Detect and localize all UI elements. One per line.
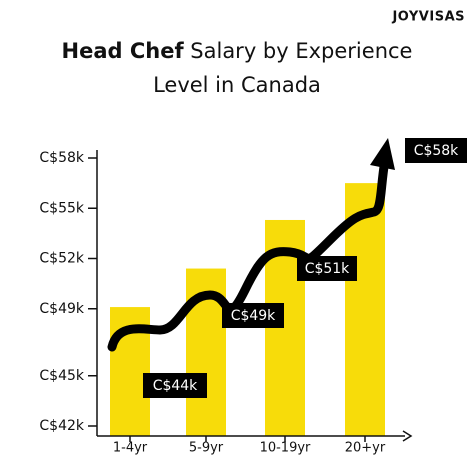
y-tick-label: C$49k — [39, 301, 84, 317]
y-tick-label: C$52k — [39, 251, 84, 267]
trend-arrow-head — [370, 138, 395, 170]
annotation-box — [143, 373, 207, 398]
trend-arrow — [107, 155, 390, 352]
annotation: C$49k — [231, 308, 276, 324]
x-axis-arrow — [402, 430, 413, 442]
annotation: C$58k — [414, 143, 459, 159]
annotation-box — [222, 303, 284, 328]
y-tick-label: C$55k — [39, 200, 84, 216]
chart-title-line2: Level in Canada — [153, 73, 321, 97]
x-tick-label: 1-4yr — [113, 441, 148, 456]
annotation: C$51k — [305, 261, 350, 277]
y-tick-label: C$45k — [39, 368, 84, 384]
overlay: C$44k C$49k C$51k C$58k — [107, 138, 467, 398]
x-tick-label: 20+yr — [345, 441, 386, 456]
y-tick-label: C$58k — [39, 150, 84, 166]
annotation-box — [297, 256, 357, 281]
x-tick-label: 5-9yr — [189, 441, 224, 456]
y-tick-label: C$42k — [39, 418, 84, 434]
title-bold: Head Chef — [62, 39, 185, 63]
annotation: C$44k — [153, 378, 198, 394]
x-tick-label: 10-19yr — [260, 441, 311, 456]
logo: JOYVISAS — [391, 10, 465, 25]
chart-title: Head Chef Salary by Experience — [62, 39, 413, 63]
title-rest: Salary by Experience — [190, 39, 412, 63]
annotation-box — [405, 138, 467, 163]
